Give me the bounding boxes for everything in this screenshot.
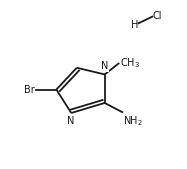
Text: NH$_2$: NH$_2$ xyxy=(123,114,143,128)
Text: H: H xyxy=(131,20,138,30)
Text: CH$_3$: CH$_3$ xyxy=(120,57,140,70)
Text: N: N xyxy=(67,116,74,126)
Text: Cl: Cl xyxy=(153,11,162,21)
Text: N: N xyxy=(101,61,108,71)
Text: Br: Br xyxy=(24,84,35,94)
